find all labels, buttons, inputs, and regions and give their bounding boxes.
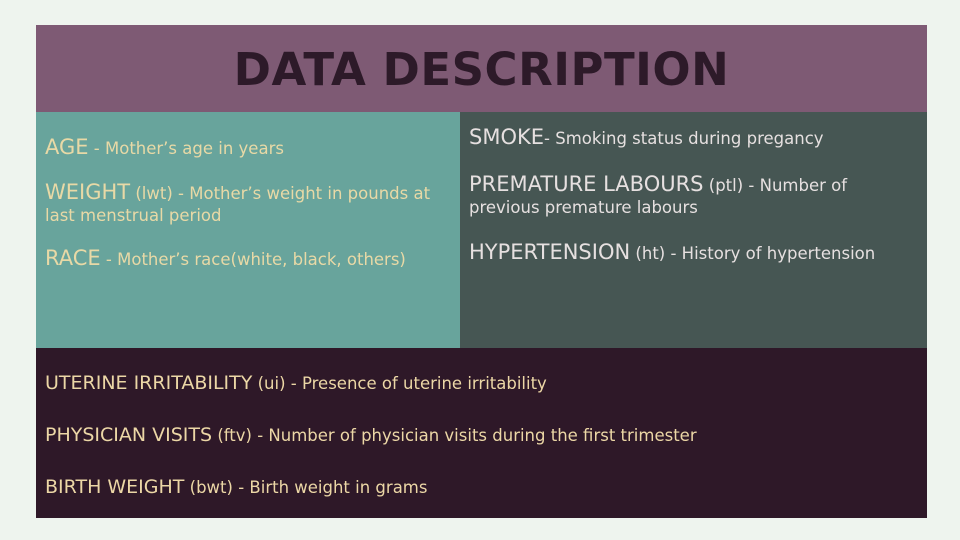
variable-term: UTERINE IRRITABILITY — [45, 372, 253, 394]
variable-desc: - History of hypertension — [665, 244, 876, 264]
variable-abbr: (ftv) — [212, 425, 252, 445]
variable-smoke: SMOKE- Smoking status during pregancy — [469, 124, 919, 150]
variable-term: SMOKE — [469, 125, 545, 149]
variable-premature-labours: PREMATURE LABOURS (ptl) - Number of prev… — [469, 171, 919, 218]
variable-term: PHYSICIAN VISITS — [45, 423, 213, 446]
variable-desc: - Number of physician visits during the … — [251, 425, 697, 445]
variable-desc: - Presence of uterine irritability — [285, 374, 547, 393]
variable-term: HYPERTENSION — [469, 240, 631, 265]
variable-weight: WEIGHT (lwt) - Mother’s weight in pounds… — [45, 179, 452, 226]
variable-age: AGE - Mother’s age in years — [45, 134, 452, 160]
title-bar: DATA DESCRIPTION — [36, 25, 927, 112]
variable-abbr: (ptl) — [703, 176, 744, 196]
slide: DATA DESCRIPTION AGE - Mother’s age in y… — [36, 25, 927, 518]
slide-title: DATA DESCRIPTION — [233, 43, 730, 96]
variable-desc: - Birth weight in grams — [232, 477, 428, 497]
variable-desc: - Mother’s age in years — [88, 139, 284, 158]
variable-term: PREMATURE LABOURS — [469, 172, 704, 197]
variable-term: AGE — [45, 135, 89, 159]
variable-abbr: (bwt) — [184, 477, 233, 497]
variable-abbr: (lwt) — [130, 184, 173, 204]
variable-birth-weight: BIRTH WEIGHT (bwt) - Birth weight in gra… — [45, 476, 919, 500]
variable-hypertension: HYPERTENSION (ht) - History of hypertens… — [469, 239, 919, 265]
variables-panel-left: AGE - Mother’s age in years WEIGHT (lwt)… — [36, 112, 460, 348]
variable-uterine-irritability: UTERINE IRRITABILITY (ui) - Presence of … — [45, 372, 919, 396]
variable-desc: - Mother’s weight in pounds at last mens… — [45, 184, 431, 225]
variable-desc: - Number of previous premature labours — [469, 176, 848, 217]
variable-abbr: (ht) — [630, 244, 666, 264]
variables-panel-bottom: UTERINE IRRITABILITY (ui) - Presence of … — [36, 348, 927, 518]
variable-race: RACE - Mother’s race(white, black, other… — [45, 245, 452, 271]
variable-desc: - Mother’s race(white, black, others) — [100, 250, 406, 270]
variable-term: BIRTH WEIGHT — [45, 475, 185, 498]
variables-panel-right: SMOKE- Smoking status during pregancy PR… — [460, 112, 927, 348]
variable-term: WEIGHT — [45, 180, 131, 205]
variable-abbr: (ui) — [252, 374, 286, 393]
variable-desc: - Smoking status during pregancy — [544, 129, 824, 148]
variable-physician-visits: PHYSICIAN VISITS (ftv) - Number of physi… — [45, 424, 919, 448]
variable-term: RACE — [45, 246, 101, 271]
